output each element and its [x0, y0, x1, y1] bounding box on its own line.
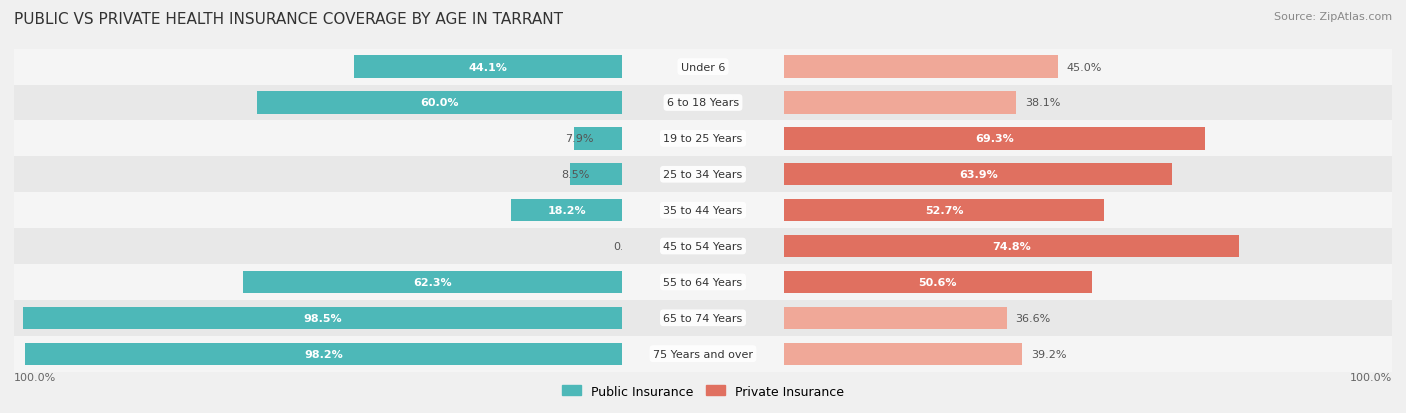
Bar	[621, 85, 785, 121]
Bar	[14, 193, 621, 228]
Text: 0.0%: 0.0%	[613, 242, 641, 252]
Text: 39.2%: 39.2%	[1032, 349, 1067, 359]
Text: Under 6: Under 6	[681, 62, 725, 72]
Bar	[785, 264, 1392, 300]
Text: 74.8%: 74.8%	[993, 242, 1031, 252]
Bar	[621, 157, 785, 193]
Bar	[785, 128, 1205, 150]
Bar	[512, 199, 621, 222]
Bar	[22, 307, 621, 329]
Text: 8.5%: 8.5%	[561, 170, 589, 180]
Bar	[785, 92, 1015, 114]
Text: 55 to 64 Years: 55 to 64 Years	[664, 277, 742, 287]
Bar	[621, 228, 785, 264]
Bar	[785, 199, 1104, 222]
Bar	[785, 50, 1392, 85]
Text: 38.1%: 38.1%	[1025, 98, 1060, 108]
Text: 7.9%: 7.9%	[565, 134, 593, 144]
Text: 35 to 44 Years: 35 to 44 Years	[664, 206, 742, 216]
Bar	[14, 50, 621, 85]
Bar	[785, 164, 1173, 186]
Text: 100.0%: 100.0%	[14, 372, 56, 382]
Bar	[14, 264, 621, 300]
Text: 65 to 74 Years: 65 to 74 Years	[664, 313, 742, 323]
Bar	[785, 300, 1392, 336]
Bar	[574, 128, 621, 150]
Bar	[621, 336, 785, 372]
Text: 18.2%: 18.2%	[547, 206, 586, 216]
Text: 62.3%: 62.3%	[413, 277, 451, 287]
Bar	[621, 264, 785, 300]
Text: 19 to 25 Years: 19 to 25 Years	[664, 134, 742, 144]
Text: 98.2%: 98.2%	[304, 349, 343, 359]
Bar	[14, 121, 621, 157]
Text: 36.6%: 36.6%	[1015, 313, 1050, 323]
Bar	[243, 271, 621, 293]
Bar	[621, 121, 785, 157]
Bar	[354, 56, 621, 78]
Legend: Public Insurance, Private Insurance: Public Insurance, Private Insurance	[557, 380, 849, 403]
Bar	[785, 271, 1091, 293]
Bar	[785, 85, 1392, 121]
Bar	[785, 157, 1392, 193]
Text: 63.9%: 63.9%	[959, 170, 998, 180]
Text: 44.1%: 44.1%	[468, 62, 508, 72]
Bar	[14, 85, 621, 121]
Text: 50.6%: 50.6%	[918, 277, 957, 287]
Bar	[785, 228, 1392, 264]
Bar	[785, 121, 1392, 157]
Bar	[14, 228, 621, 264]
Text: 60.0%: 60.0%	[420, 98, 458, 108]
Text: Source: ZipAtlas.com: Source: ZipAtlas.com	[1274, 12, 1392, 22]
Text: 6 to 18 Years: 6 to 18 Years	[666, 98, 740, 108]
Bar	[257, 92, 621, 114]
Text: 25 to 34 Years: 25 to 34 Years	[664, 170, 742, 180]
Text: 69.3%: 69.3%	[976, 134, 1014, 144]
Bar	[621, 50, 785, 85]
Bar	[621, 193, 785, 228]
Text: 100.0%: 100.0%	[1350, 372, 1392, 382]
Bar	[785, 307, 1007, 329]
Bar	[785, 235, 1239, 258]
Text: 45 to 54 Years: 45 to 54 Years	[664, 242, 742, 252]
Bar	[14, 336, 621, 372]
Text: 75 Years and over: 75 Years and over	[652, 349, 754, 359]
Bar	[25, 343, 621, 365]
Bar	[785, 193, 1392, 228]
Bar	[571, 164, 621, 186]
Text: 52.7%: 52.7%	[925, 206, 963, 216]
Text: 45.0%: 45.0%	[1067, 62, 1102, 72]
Bar	[621, 300, 785, 336]
Bar	[14, 157, 621, 193]
Bar	[785, 56, 1057, 78]
Bar	[785, 336, 1392, 372]
Text: PUBLIC VS PRIVATE HEALTH INSURANCE COVERAGE BY AGE IN TARRANT: PUBLIC VS PRIVATE HEALTH INSURANCE COVER…	[14, 12, 562, 27]
Text: 98.5%: 98.5%	[304, 313, 342, 323]
Bar	[785, 343, 1022, 365]
Bar	[14, 300, 621, 336]
